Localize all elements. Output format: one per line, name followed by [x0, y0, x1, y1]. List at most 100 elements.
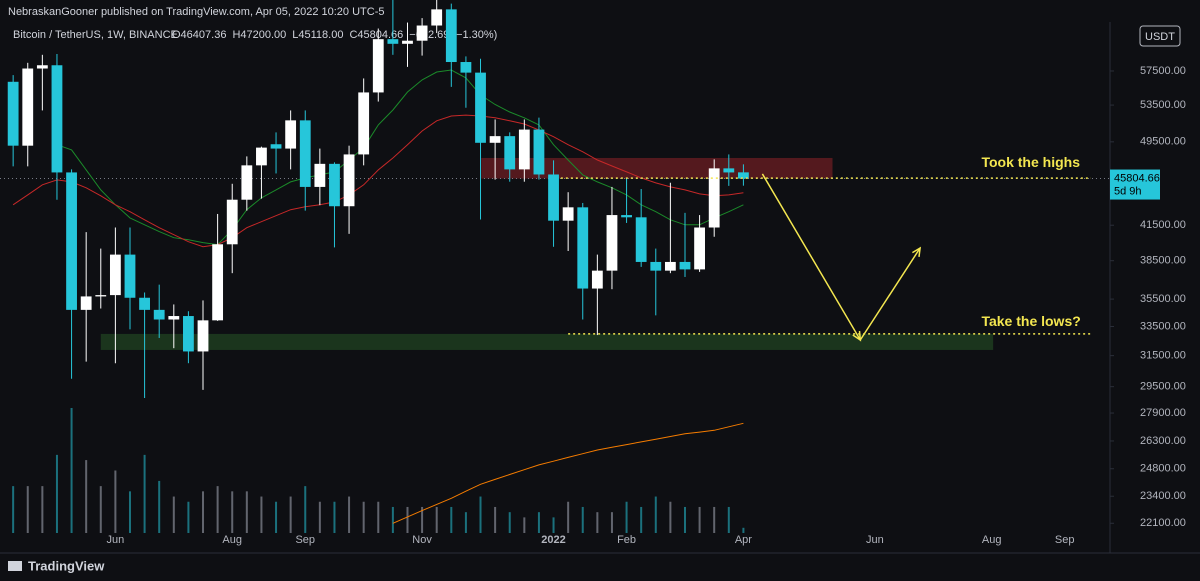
y-tick-label: 49500.00: [1140, 136, 1186, 148]
y-tick-label: 24800.00: [1140, 463, 1186, 475]
candle-body: [723, 168, 735, 173]
currency-box[interactable]: [1139, 25, 1181, 47]
volume-bar: [143, 454, 146, 533]
ohlc-value: O46407.36: [172, 29, 226, 41]
x-tick-label: Nov: [412, 534, 432, 546]
volume-bar: [567, 501, 570, 533]
volume-bar: [377, 501, 380, 533]
zone: [100, 333, 994, 350]
volume-bar: [713, 506, 716, 533]
countdown: 5d 9h: [1114, 185, 1142, 197]
x-tick-label: Sep: [295, 534, 315, 546]
y-tick-label: 57500.00: [1140, 65, 1186, 77]
volume-bar: [41, 486, 44, 533]
candle-body: [562, 207, 574, 221]
volume-bar: [348, 496, 351, 533]
candle-body: [475, 72, 486, 143]
candle-body: [109, 254, 121, 296]
candle-body: [183, 316, 194, 352]
volume-bar: [625, 501, 628, 533]
candle-body: [197, 320, 209, 352]
candle-body: [226, 199, 238, 245]
symbol: Bitcoin / TetherUS, 1W, BINANCE: [13, 29, 178, 41]
candle-body: [95, 295, 107, 297]
arrow-head: [912, 246, 922, 257]
volume-bar: [435, 506, 438, 533]
volume-bar: [216, 486, 219, 533]
volume-bar: [479, 496, 482, 533]
candle-body: [650, 261, 662, 271]
candle-body: [416, 25, 428, 41]
candle-body: [533, 129, 545, 175]
candle-body: [212, 244, 224, 321]
candle-body: [518, 129, 530, 170]
candle-body: [591, 270, 603, 289]
candle-body: [153, 309, 165, 320]
y-tick-label: 41500.00: [1140, 219, 1186, 231]
candle-body: [504, 136, 516, 170]
y-tick-label: 53500.00: [1140, 99, 1186, 111]
volume-bar: [275, 501, 278, 533]
y-tick-label: 29500.00: [1140, 381, 1186, 393]
candle-body: [738, 172, 749, 179]
y-tick-label: 26300.00: [1140, 435, 1186, 447]
candle-body: [329, 163, 340, 207]
volume-bar: [669, 501, 672, 533]
volume-bar: [304, 486, 307, 533]
currency[interactable]: USDT: [1145, 31, 1175, 43]
ohlc-value: H47200.00: [232, 29, 286, 41]
volume-bar: [508, 512, 511, 533]
candle-body: [22, 68, 34, 146]
candle-body: [256, 147, 267, 166]
volume-bar: [114, 470, 117, 533]
y-tick-label: 35500.00: [1140, 293, 1186, 305]
x-tick-label: Feb: [617, 534, 636, 546]
candle-body: [694, 227, 705, 270]
candle-body: [343, 154, 355, 207]
volume-bar: [727, 506, 730, 533]
candle-body: [431, 9, 443, 26]
volume-bar: [187, 501, 190, 533]
volume-bar: [494, 506, 497, 533]
volume-bar: [610, 512, 613, 533]
candle-body: [708, 168, 720, 228]
candle-body: [445, 9, 457, 63]
volume-bar: [450, 506, 453, 533]
volume-bar: [698, 506, 701, 533]
volume-bar: [260, 496, 263, 533]
x-tick-label: 2022: [541, 534, 565, 546]
candle-body: [358, 92, 370, 155]
logo: [8, 561, 22, 571]
price-label-bg: [1110, 169, 1160, 200]
candle-body: [168, 316, 180, 320]
volume-bar: [318, 501, 321, 533]
volume-bar: [289, 496, 292, 533]
ohlc-value: L45118.00: [292, 29, 343, 41]
x-tick-label: Jun: [107, 534, 125, 546]
candle-body: [80, 296, 92, 310]
y-tick-label: 38500.00: [1140, 255, 1186, 267]
volume-bar: [245, 491, 248, 533]
candle-body: [489, 136, 501, 143]
annotation: Take the lows?: [981, 313, 1080, 329]
candle-body: [314, 163, 326, 187]
candle-body: [664, 261, 676, 271]
publisher: NebraskanGooner published on TradingView…: [8, 6, 384, 18]
volume-bar: [55, 454, 58, 533]
candle-body: [577, 207, 589, 289]
x-tick-label: Sep: [1055, 534, 1075, 546]
volume-bar: [158, 480, 161, 533]
volume-bar: [596, 512, 599, 533]
volume-bar: [537, 512, 540, 533]
candle-body: [124, 254, 136, 298]
x-tick-label: Aug: [982, 534, 1002, 546]
candle-body: [387, 39, 399, 44]
y-tick-label: 27900.00: [1140, 407, 1186, 419]
candle-body: [402, 40, 413, 44]
volume-bar: [333, 501, 336, 533]
volume-bar: [202, 491, 205, 533]
volume-bar: [391, 506, 394, 533]
candle-body: [299, 120, 311, 187]
